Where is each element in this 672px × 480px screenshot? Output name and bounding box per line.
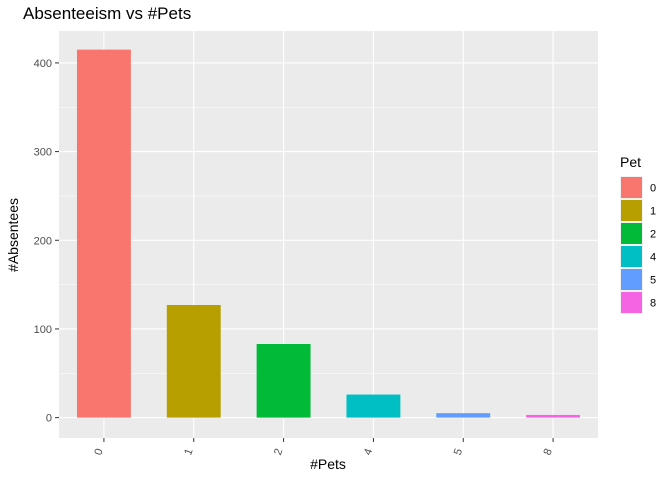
- y-tick-label: 200: [34, 235, 52, 247]
- x-tick-label: 8: [542, 447, 555, 457]
- legend-title: Pet: [620, 154, 641, 170]
- bar-8: [526, 414, 581, 418]
- legend-label-0: 0: [650, 183, 656, 195]
- major-gridlines: [59, 31, 598, 438]
- y-axis-ticks: 0 100 200 300 400: [34, 58, 59, 425]
- bar-5: [436, 413, 491, 418]
- x-tick-label: 0: [92, 447, 105, 457]
- x-tick-label: 4: [362, 447, 375, 457]
- x-tick-label: 2: [272, 447, 285, 457]
- plot-panel: [59, 31, 598, 438]
- y-tick-label: 400: [34, 58, 52, 70]
- bar-0: [76, 49, 131, 418]
- chart-title: Absenteeism vs #Pets: [23, 4, 191, 23]
- bar-2: [256, 344, 311, 418]
- y-tick-label: 100: [34, 324, 52, 336]
- legend-swatch-8: [621, 292, 642, 313]
- legend-swatch-4: [621, 246, 642, 267]
- x-axis-ticks: 0 1 2 4 5 8: [92, 438, 555, 457]
- y-tick-label: 300: [34, 147, 52, 159]
- legend-swatch-2: [621, 223, 642, 244]
- x-tick-label: 1: [182, 447, 195, 457]
- legend-swatch-1: [621, 200, 642, 221]
- legend: Pet 0 1 2 4 5 8: [620, 154, 656, 314]
- legend-items: 0 1 2 4 5 8: [620, 176, 656, 314]
- x-tick-label: 5: [452, 447, 465, 457]
- legend-label-4: 4: [650, 252, 656, 264]
- bar-1: [166, 304, 221, 418]
- legend-swatch-5: [621, 269, 642, 290]
- legend-swatch-0: [621, 177, 642, 198]
- minor-gridlines: [59, 106, 598, 374]
- legend-label-5: 5: [650, 275, 656, 287]
- bars: [76, 49, 581, 418]
- y-tick-label: 0: [46, 413, 52, 425]
- legend-label-8: 8: [650, 298, 656, 310]
- bar-4: [346, 394, 401, 418]
- y-axis-title: #Absentees: [5, 198, 21, 272]
- legend-label-1: 1: [650, 206, 656, 218]
- x-axis-title: #Pets: [310, 456, 346, 472]
- legend-label-2: 2: [650, 229, 656, 241]
